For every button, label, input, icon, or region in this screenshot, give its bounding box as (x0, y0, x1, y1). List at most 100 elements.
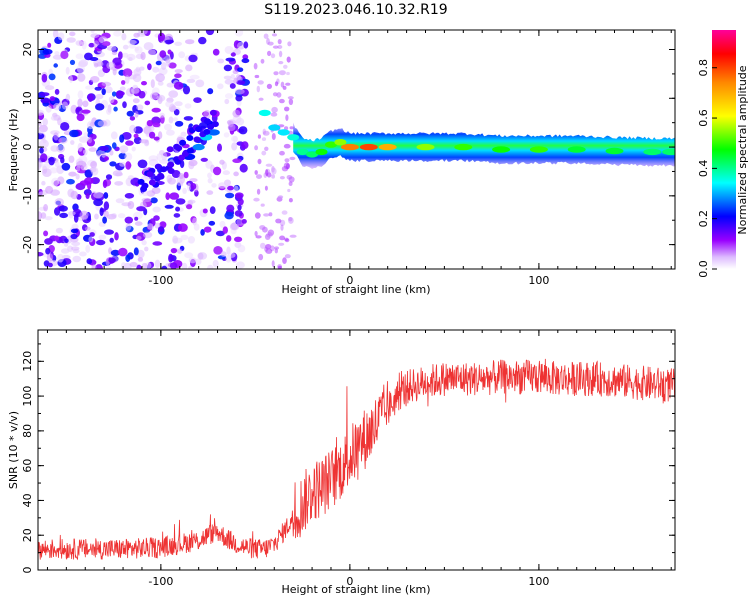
noise-speckle (286, 56, 291, 63)
figure-title: S119.2023.046.10.32.R19 (264, 2, 447, 18)
noise-speckle (151, 107, 161, 113)
track-point (179, 139, 187, 146)
noise-speckle (241, 141, 249, 150)
noise-speckle (168, 116, 174, 124)
noise-speckle (69, 75, 73, 83)
noise-speckle (90, 161, 97, 169)
noise-speckle (260, 203, 265, 207)
noise-speckle (108, 257, 116, 263)
signal-band (293, 122, 675, 169)
noise-speckle (133, 133, 139, 139)
noise-speckle (125, 254, 131, 262)
noise-speckle (206, 190, 214, 195)
noise-speckle (127, 175, 134, 180)
noise-speckle (261, 150, 267, 156)
noise-speckle (178, 51, 186, 59)
noise-speckle (169, 254, 175, 262)
signal-band-fill (293, 122, 675, 169)
noise-speckle (119, 86, 126, 91)
noise-speckle (44, 216, 53, 221)
colorbar-tick-label: 0.4 (697, 160, 710, 178)
noise-speckle (263, 33, 269, 39)
noise-speckle (254, 170, 258, 175)
noise-speckle (188, 257, 197, 264)
noise-speckle (173, 109, 180, 116)
noise-speckle (54, 235, 60, 241)
noise-speckle (270, 112, 278, 117)
noise-speckle (213, 246, 223, 255)
noise-speckle (39, 147, 44, 154)
noise-speckle (195, 79, 205, 88)
noise-speckle (60, 248, 70, 254)
noise-speckle (56, 144, 65, 153)
noise-speckle (158, 226, 164, 233)
noise-speckle (285, 82, 291, 86)
noise-speckle (44, 85, 55, 91)
noise-speckle (50, 115, 59, 121)
noise-speckle (39, 139, 49, 149)
noise-speckle (198, 36, 207, 45)
noise-speckle (175, 206, 181, 212)
noise-speckle (193, 97, 202, 103)
noise-speckle (238, 126, 248, 135)
noise-speckle (93, 198, 103, 207)
noise-speckle (88, 147, 97, 152)
noise-speckle (57, 253, 64, 263)
noise-speckle (68, 155, 75, 163)
track-point (167, 161, 175, 168)
noise-speckle (154, 259, 161, 268)
noise-speckle (48, 73, 56, 81)
noise-speckle (288, 98, 294, 106)
noise-speckle (257, 80, 264, 85)
noise-speckle (144, 140, 150, 147)
noise-speckle (278, 50, 283, 58)
noise-speckle (220, 251, 227, 257)
noise-speckle (289, 234, 297, 238)
x-tick-label: 0 (346, 274, 353, 287)
noise-speckle (64, 238, 69, 244)
noise-speckle (219, 159, 225, 165)
noise-speckle (125, 140, 134, 146)
noise-speckle (83, 149, 88, 155)
noise-speckle (106, 61, 116, 70)
track-point (529, 146, 548, 153)
noise-speckle (287, 188, 291, 193)
noise-speckle (188, 265, 193, 269)
track-point (359, 143, 378, 151)
noise-speckle (254, 212, 261, 219)
noise-speckle (174, 69, 183, 74)
noise-speckle (110, 249, 120, 256)
noise-speckle (95, 264, 103, 269)
noise-speckle (232, 69, 239, 75)
noise-speckle (150, 92, 159, 100)
noise-speckle (287, 41, 292, 47)
noise-speckle (111, 51, 118, 56)
snr-xlabel: Height of straight line (km) (281, 583, 430, 596)
noise-speckle (237, 244, 246, 253)
noise-speckle (222, 170, 230, 176)
noise-speckle (85, 193, 90, 199)
track-point (209, 109, 217, 116)
x-tick-label: -100 (148, 575, 173, 588)
noise-speckle (85, 85, 95, 90)
noise-speckle (47, 42, 52, 48)
snr-panel: -100 0 100 0 20 40 60 80 100 120 Height of straig… (7, 329, 676, 596)
noise-speckle (73, 213, 79, 223)
noise-speckle (77, 98, 83, 108)
noise-speckle (129, 261, 138, 268)
noise-speckle (101, 81, 112, 87)
noise-speckle (141, 197, 152, 203)
noise-speckle (86, 258, 93, 265)
noise-speckle (185, 64, 193, 72)
noise-speckle (109, 237, 114, 243)
noise-speckle (131, 87, 140, 94)
noise-speckle (235, 261, 245, 269)
noise-speckle (230, 52, 236, 57)
noise-speckle (53, 63, 58, 68)
track-point (325, 141, 337, 148)
noise-speckle (167, 49, 172, 55)
noise-speckle (207, 264, 214, 269)
noise-speckle (104, 156, 109, 161)
